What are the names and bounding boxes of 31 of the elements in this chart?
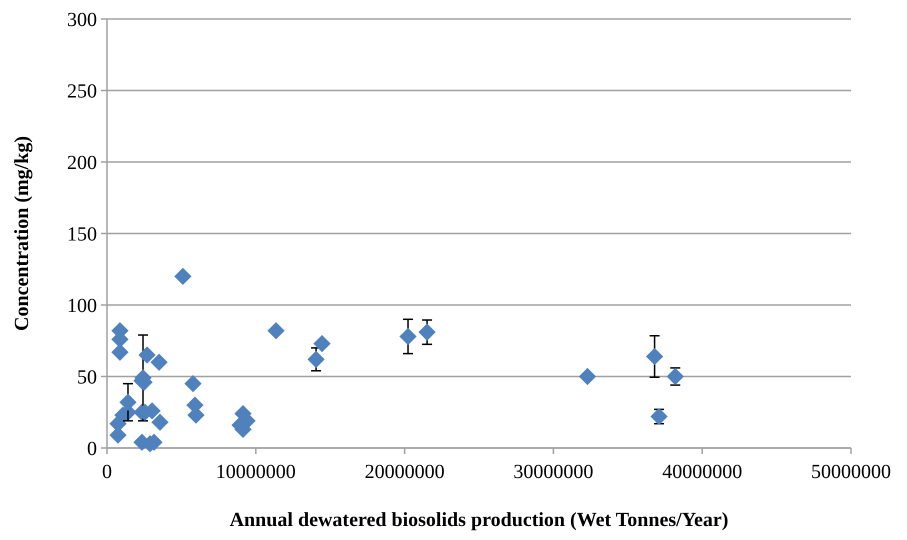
point: [650, 408, 668, 426]
y-tick-label: 300: [67, 9, 97, 31]
y-tick-label: 150: [67, 224, 97, 246]
point: [174, 268, 192, 286]
point: [399, 328, 417, 346]
point: [111, 344, 129, 361]
x-tick-label: 40000000: [662, 461, 742, 483]
y-tick-label: 100: [67, 295, 97, 317]
point: [313, 334, 331, 352]
point: [646, 348, 664, 366]
x-tick-label: 20000000: [364, 461, 445, 483]
x-tick-label: 30000000: [513, 461, 594, 483]
y-tick-label: 0: [87, 438, 97, 460]
point: [119, 394, 137, 411]
y-tick-label: 200: [67, 152, 97, 174]
x-tick-label: 0: [102, 461, 112, 483]
y-tick-label: 250: [67, 80, 97, 102]
point: [150, 354, 168, 371]
point: [307, 350, 325, 368]
point: [578, 368, 596, 386]
point: [184, 375, 202, 392]
y-tick-label: 50: [77, 366, 97, 388]
x-tick-label: 10000000: [216, 461, 296, 483]
point: [418, 324, 436, 341]
point: [151, 414, 169, 431]
x-axis-title: Annual dewatered biosolids production (Wet Tonnes/Year): [230, 509, 728, 531]
point: [666, 368, 684, 386]
point: [138, 346, 156, 364]
y-axis-title: Concentration (mg/kg): [11, 136, 33, 331]
point: [267, 322, 285, 340]
x-tick-label: 50000000: [811, 461, 891, 483]
